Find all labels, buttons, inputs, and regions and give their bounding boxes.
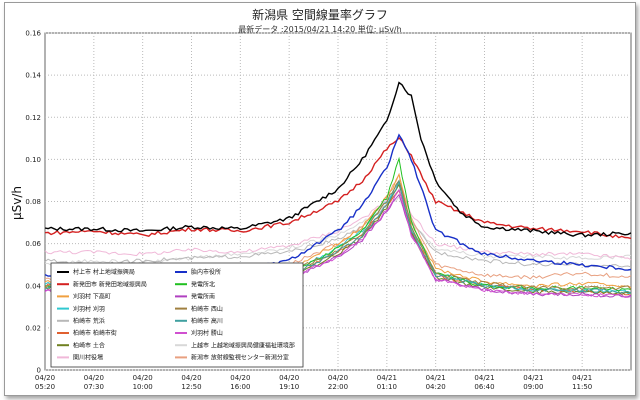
legend-label: 刈羽村 刈羽 (73, 305, 105, 313)
y-tick-label: 0.14 (25, 72, 41, 80)
legend-label: 新発田市 新発田地域振興局 (73, 280, 147, 288)
x-tick-date: 04/21 (426, 374, 446, 382)
legend-label: 柏崎市 荒浜 (73, 317, 105, 325)
legend-label: 発電所南 (191, 293, 215, 301)
series-line (44, 81, 632, 238)
x-tick-date: 04/20 (230, 374, 250, 382)
x-tick-time: 09:00 (523, 383, 543, 391)
y-tick-label: 0.16 (25, 30, 41, 38)
legend-label: 村上市 村上地域振興局 (73, 268, 135, 276)
series-line (44, 137, 632, 240)
x-tick-date: 04/20 (279, 374, 299, 382)
x-tick-time: 19:10 (279, 383, 299, 391)
legend-label: 柏崎市 西山 (191, 305, 223, 313)
legend-label: 柏崎市 高川 (191, 317, 223, 325)
y-axis-label: μSv/h (10, 186, 24, 220)
x-tick-time: 22:00 (328, 383, 348, 391)
series-line (44, 188, 632, 261)
chart-title: 新潟県 空間線量率グラフ (252, 7, 388, 22)
x-tick-date: 04/20 (328, 374, 348, 382)
x-tick-time: 06:40 (474, 383, 494, 391)
x-tick-labels: 04/2005:2004/2007:3004/2010:0004/2012:50… (35, 374, 592, 391)
x-tick-date: 04/21 (523, 374, 543, 382)
y-tick-label: 0.08 (25, 198, 41, 206)
y-tick-labels: 0 0.02 0.04 0.06 0.08 0.10 0.12 0.14 0.16 (25, 30, 41, 375)
x-tick-date: 04/20 (35, 374, 55, 382)
x-tick-time: 05:20 (35, 383, 55, 391)
legend-label: 関川村役場 (73, 354, 103, 362)
x-tick-time: 10:00 (133, 383, 153, 391)
legend-label: 柏崎市 土合 (73, 341, 105, 349)
y-tick-label: 0.04 (25, 282, 41, 290)
legend-label: 上越市 上越地域振興局健康福祉環境部 (191, 341, 295, 349)
y-tick-label: 0.10 (25, 156, 41, 164)
legend-label: 新潟市 放射線監視センター新潟分室 (191, 354, 289, 362)
x-tick-date: 04/20 (181, 374, 201, 382)
legend-label: 刈羽村 下高町 (73, 293, 111, 301)
x-tick-time: 01:10 (377, 383, 397, 391)
y-tick-label: 0.02 (25, 324, 41, 332)
y-tick-label: 0 (37, 367, 41, 375)
chart-svg: 新潟県 空間線量率グラフ 最新データ :2015/04/21 14:20 単位:… (10, 7, 632, 391)
y-tick-label: 0.12 (25, 114, 41, 122)
x-tick-time: 04:20 (426, 383, 446, 391)
legend-label: 発電所北 (191, 280, 215, 288)
chart-subtitle: 最新データ :2015/04/21 14:20 単位: μSv/h (238, 24, 401, 34)
x-tick-date: 04/20 (133, 374, 153, 382)
legend-label: 胎内市役所 (191, 268, 221, 276)
legend-box (50, 262, 304, 368)
x-tick-date: 04/20 (84, 374, 104, 382)
x-tick-time: 16:00 (230, 383, 250, 391)
x-tick-time: 12:50 (181, 383, 201, 391)
legend-label: 柏崎市 柏崎市街 (73, 329, 117, 337)
series-line (44, 189, 632, 268)
legend-label: 刈羽村 勝山 (191, 329, 223, 337)
x-tick-date: 04/21 (377, 374, 397, 382)
chart-frame: 新潟県 空間線量率グラフ 最新データ :2015/04/21 14:20 単位:… (4, 2, 636, 396)
x-tick-date: 04/21 (572, 374, 592, 382)
x-tick-date: 04/21 (474, 374, 494, 382)
x-tick-time: 07:30 (84, 383, 104, 391)
x-tick-time: 11:50 (572, 383, 592, 391)
y-tick-label: 0.06 (25, 240, 41, 248)
